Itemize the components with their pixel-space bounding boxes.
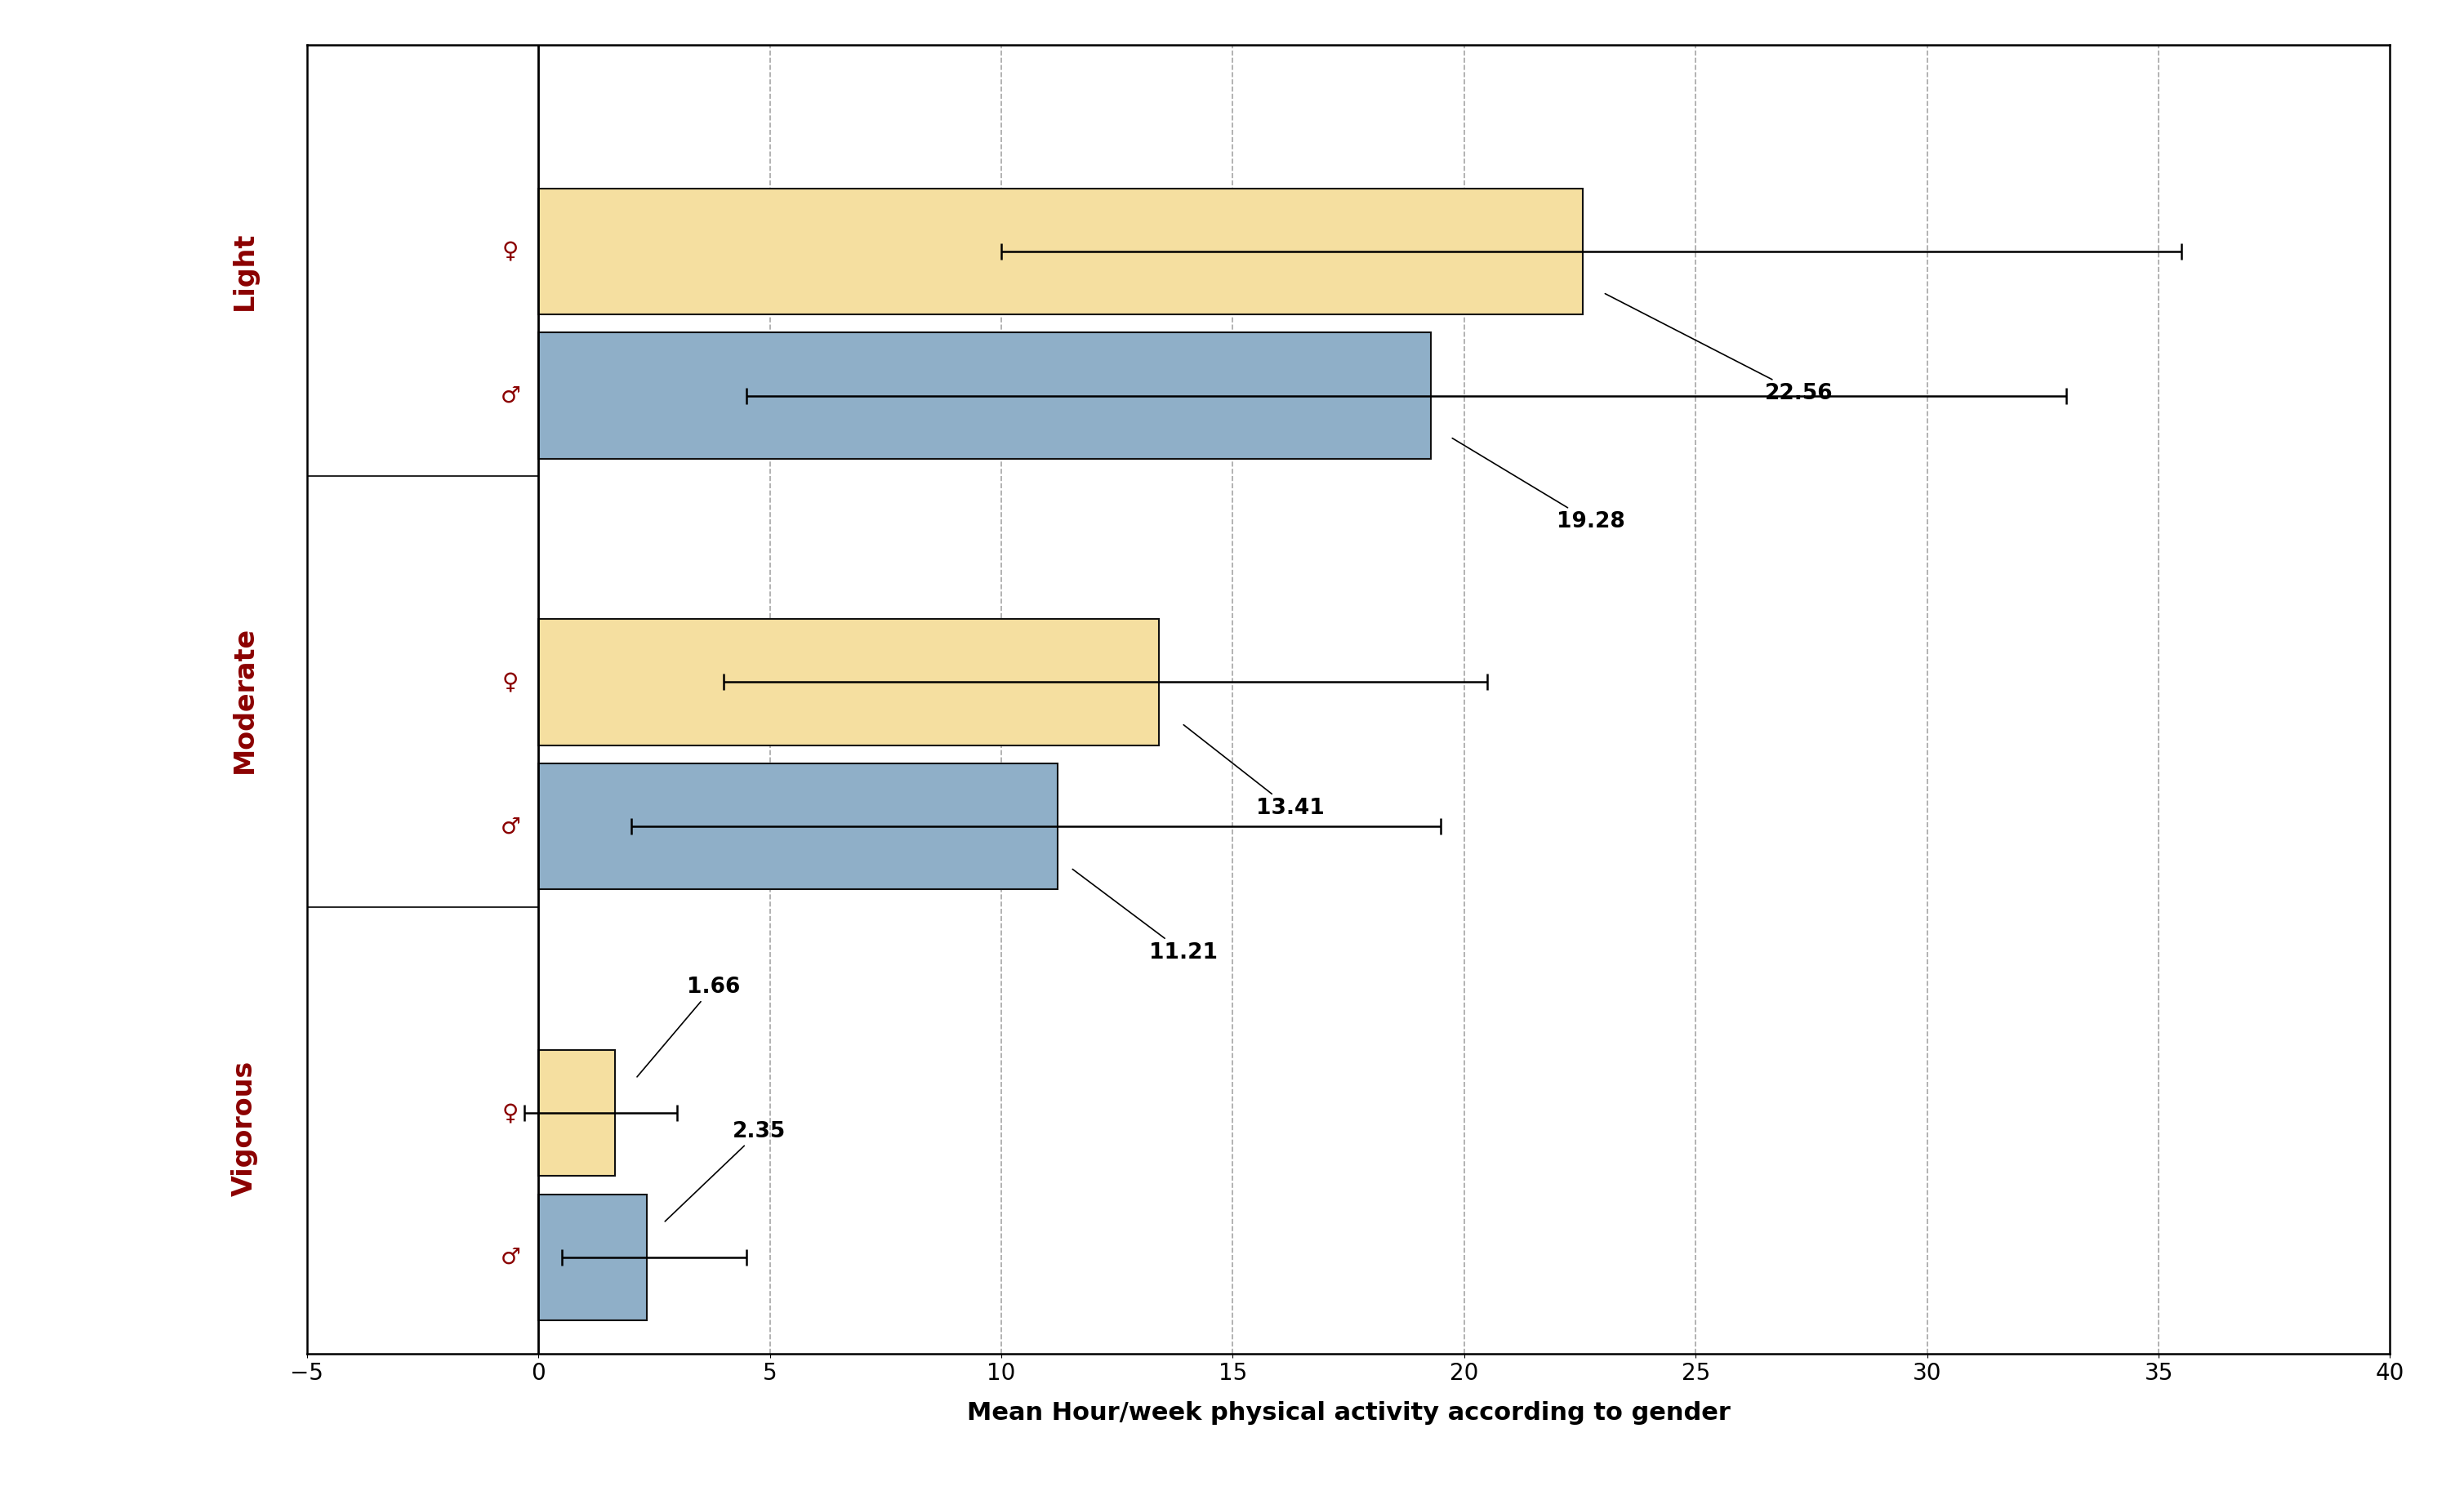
Text: ♂: ♂ bbox=[500, 815, 520, 838]
Text: Light: Light bbox=[232, 232, 259, 310]
Text: 13.41: 13.41 bbox=[1183, 725, 1323, 818]
Bar bbox=[537, 1194, 648, 1321]
Text: 19.28: 19.28 bbox=[1451, 438, 1626, 532]
Text: ♀: ♀ bbox=[503, 671, 520, 693]
Bar bbox=[537, 620, 1158, 744]
Bar bbox=[537, 188, 1582, 314]
Text: ♀: ♀ bbox=[503, 1101, 520, 1125]
X-axis label: Mean Hour/week physical activity according to gender: Mean Hour/week physical activity accordi… bbox=[966, 1402, 1730, 1426]
Text: 22.56: 22.56 bbox=[1604, 293, 1833, 405]
Bar bbox=[537, 332, 1432, 459]
Text: 2.35: 2.35 bbox=[665, 1120, 786, 1221]
Text: ♂: ♂ bbox=[500, 1245, 520, 1269]
Text: Moderate: Moderate bbox=[232, 626, 259, 773]
Text: 11.21: 11.21 bbox=[1072, 869, 1217, 963]
Text: ♂: ♂ bbox=[500, 385, 520, 408]
Bar bbox=[537, 764, 1057, 889]
Text: Vigorous: Vigorous bbox=[232, 1060, 259, 1196]
Text: 1.66: 1.66 bbox=[638, 976, 739, 1077]
Text: ♀: ♀ bbox=[503, 241, 520, 263]
Bar bbox=[537, 1050, 616, 1176]
